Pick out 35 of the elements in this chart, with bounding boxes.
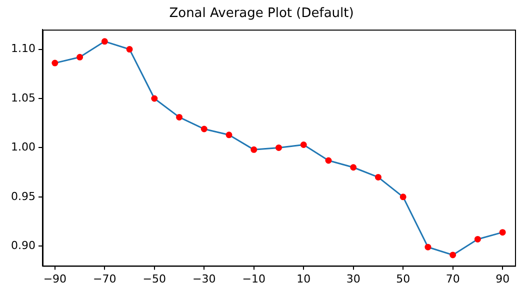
- x-tick-label: 70: [446, 272, 460, 286]
- x-tick-label: −90: [43, 272, 67, 286]
- x-tick-label: 10: [296, 272, 311, 286]
- x-tick-label: 50: [396, 272, 410, 286]
- x-tick-label: −70: [93, 272, 116, 286]
- y-tick-label: 1.05: [10, 91, 36, 104]
- point: [76, 54, 84, 60]
- x-tick-label: 30: [346, 272, 360, 286]
- point: [275, 144, 282, 151]
- point: [424, 244, 432, 250]
- point: [176, 114, 183, 120]
- y-tick-label: 0.90: [10, 238, 36, 252]
- point: [250, 146, 258, 153]
- point: [126, 46, 133, 53]
- point: [450, 252, 456, 258]
- x-tick-label: −10: [242, 272, 266, 286]
- point: [499, 229, 506, 236]
- point: [325, 157, 332, 164]
- y-tick-label: 1.10: [10, 42, 36, 56]
- x-tick-label: −50: [142, 272, 166, 286]
- x-tick-label: 90: [496, 272, 510, 286]
- point: [52, 60, 58, 66]
- point: [101, 38, 108, 45]
- chart-title: Zonal Average Plot (Default): [169, 6, 354, 22]
- point: [400, 194, 406, 200]
- point: [300, 142, 307, 148]
- point: [350, 164, 357, 171]
- point: [474, 236, 481, 242]
- point: [226, 132, 232, 138]
- y-tick-label: 0.95: [10, 190, 36, 203]
- x-tick-label: −30: [192, 272, 216, 286]
- point: [374, 174, 382, 180]
- y-tick-label: 1.00: [10, 140, 36, 154]
- point: [151, 95, 158, 102]
- point: [200, 126, 208, 132]
